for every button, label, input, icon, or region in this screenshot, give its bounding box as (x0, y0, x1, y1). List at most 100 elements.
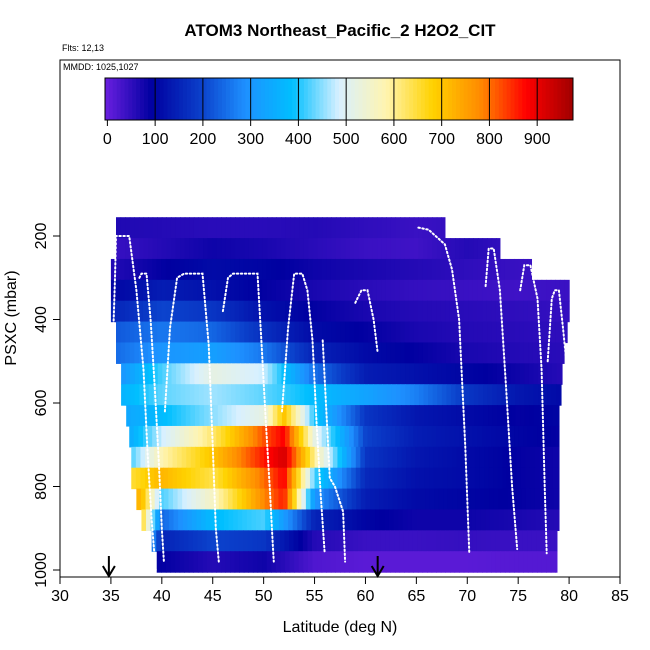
heatmap-cell (335, 258, 341, 281)
heatmap-cell (163, 446, 169, 469)
heatmap-cell (470, 488, 477, 511)
latitude-markers (102, 556, 385, 578)
heatmap-cell (409, 321, 415, 344)
heatmap-cell (163, 488, 170, 511)
heatmap-cell (138, 279, 144, 302)
heatmap-cell (519, 384, 525, 406)
heatmap-cell (262, 551, 268, 573)
heatmap-cell (271, 217, 277, 239)
colorbar-swatch (553, 78, 558, 120)
flight-track-profile-4 (221, 272, 275, 563)
heatmap-cell (216, 238, 222, 260)
heatmap-cell (180, 238, 186, 260)
heatmap-cell (452, 488, 458, 511)
heatmap-cell (236, 467, 242, 490)
heatmap-cell (278, 509, 285, 531)
heatmap-cell (202, 279, 208, 302)
heatmap-cell (235, 384, 241, 406)
heatmap-cell (373, 384, 379, 406)
heatmap-cell (249, 384, 255, 406)
heatmap-cell (280, 321, 287, 344)
heatmap-cell (510, 363, 516, 385)
colorbar-swatch (128, 78, 133, 120)
heatmap-cell (364, 446, 371, 469)
heatmap-cell (308, 363, 315, 385)
heatmap-cell (244, 342, 250, 364)
heatmap-cell (129, 425, 135, 448)
colorbar-tick-label: 0 (103, 131, 112, 148)
heatmap-cell (472, 279, 479, 302)
heatmap-cell (202, 551, 208, 573)
heatmap-cell (198, 238, 204, 260)
heatmap-cell (459, 238, 465, 260)
heatmap-cell (115, 258, 121, 281)
heatmap-cell (211, 300, 217, 323)
heatmap-cell (382, 384, 388, 406)
colorbar-swatch (420, 78, 426, 120)
heatmap-cell (518, 551, 524, 573)
heatmap-cell (290, 384, 296, 406)
heatmap-cell (317, 321, 323, 344)
heatmap-cell (523, 425, 529, 448)
colorbar-swatch (350, 78, 356, 120)
heatmap-cell (326, 217, 332, 239)
heatmap-cell (276, 321, 282, 344)
heatmap-cell (507, 488, 513, 511)
heatmap-cell (527, 300, 534, 323)
heatmap-cell (471, 509, 477, 531)
heatmap-cell (459, 321, 465, 344)
heatmap-cell (491, 425, 497, 448)
heatmap-cell (175, 342, 181, 364)
heatmap-cell (445, 238, 452, 260)
colorbar-tick-label: 600 (381, 131, 408, 148)
x-tick-label: 85 (611, 588, 629, 605)
heatmap-cell (272, 405, 278, 427)
heatmap-cell (292, 488, 298, 511)
heatmap-cell (166, 217, 172, 239)
heatmap-cell (537, 551, 543, 573)
colorbar-swatch (463, 78, 469, 120)
colorbar-swatch (206, 78, 211, 120)
heatmap-cell (535, 509, 541, 531)
heatmap-cell (413, 300, 419, 323)
heatmap-cell (307, 530, 313, 552)
heatmap-cell (354, 238, 360, 260)
heatmap-cell (335, 300, 341, 323)
heatmap-cell (432, 342, 438, 364)
heatmap-cell (300, 405, 306, 427)
heatmap-cell (532, 425, 538, 448)
heatmap-cell (239, 279, 245, 302)
heatmap-cell (310, 488, 316, 511)
heatmap-cell (342, 488, 348, 511)
colorbar-swatch (171, 78, 176, 120)
latitude-arrow-head (102, 565, 116, 578)
heatmap-cell (250, 467, 256, 490)
heatmap-cell (431, 425, 437, 448)
heatmap-cell (281, 405, 288, 427)
heatmap-cell (372, 425, 378, 448)
colorbar-swatch (424, 78, 430, 120)
heatmap-cell (341, 405, 347, 427)
heatmap-cell (212, 384, 218, 406)
heatmap-cell (264, 467, 270, 490)
heatmap-cell (184, 300, 190, 323)
heatmap-cell (353, 530, 359, 552)
heatmap-cell (459, 279, 465, 302)
colorbar-swatch (498, 78, 504, 120)
x-tick-label: 50 (255, 588, 273, 605)
heatmap-cell (285, 300, 291, 323)
heatmap-cell (165, 425, 172, 448)
heatmap-cell (327, 384, 333, 406)
heatmap-cell (235, 217, 241, 239)
heatmap-cell (345, 363, 351, 385)
heatmap-cell (250, 446, 256, 469)
heatmap-cell (538, 363, 544, 385)
heatmap-cell (391, 363, 397, 385)
colorbar-swatch (280, 78, 285, 120)
heatmap-cell (165, 300, 172, 323)
heatmap-cell (475, 488, 481, 511)
heatmap-cell (333, 488, 339, 511)
heatmap-cell (226, 405, 233, 427)
heatmap-cell (340, 300, 346, 323)
colorbar-tick-label: 200 (190, 131, 217, 148)
